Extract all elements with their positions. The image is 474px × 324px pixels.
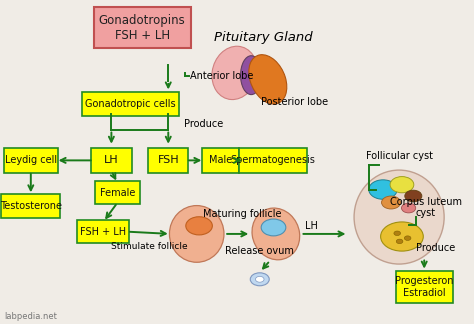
Text: FSH + LH: FSH + LH [80, 227, 127, 237]
FancyBboxPatch shape [396, 271, 453, 303]
Circle shape [390, 177, 414, 193]
FancyBboxPatch shape [238, 148, 307, 172]
Text: Produce: Produce [416, 243, 456, 253]
Text: LH: LH [305, 221, 319, 231]
FancyBboxPatch shape [202, 148, 239, 172]
Circle shape [404, 236, 411, 240]
Text: LH: LH [104, 156, 118, 165]
Text: Posterior lobe: Posterior lobe [261, 97, 328, 107]
Text: labpedia.net: labpedia.net [5, 312, 58, 321]
Text: Spermatogenesis: Spermatogenesis [230, 156, 316, 165]
Circle shape [255, 276, 264, 282]
Ellipse shape [212, 46, 257, 99]
Circle shape [250, 273, 269, 286]
Ellipse shape [354, 170, 444, 264]
Text: Progesteron
Estradiol: Progesteron Estradiol [395, 276, 454, 297]
FancyBboxPatch shape [1, 194, 61, 218]
Text: Gonadotropins
FSH + LH: Gonadotropins FSH + LH [99, 14, 186, 41]
Circle shape [369, 180, 397, 199]
FancyBboxPatch shape [93, 7, 191, 48]
Text: Produce: Produce [184, 119, 223, 129]
Ellipse shape [252, 208, 300, 260]
Text: Maturing follicle: Maturing follicle [203, 210, 282, 219]
Text: Anterior lobe: Anterior lobe [190, 71, 253, 81]
Text: Leydig cell: Leydig cell [5, 156, 57, 165]
Text: Female: Female [100, 188, 135, 198]
Text: Release ovum: Release ovum [225, 246, 294, 256]
FancyBboxPatch shape [77, 220, 129, 243]
Text: Stimulate follicle: Stimulate follicle [111, 242, 188, 251]
Text: Male: Male [209, 156, 232, 165]
Text: Gonadotropic cells: Gonadotropic cells [85, 99, 176, 109]
Circle shape [186, 217, 212, 235]
Circle shape [401, 203, 416, 213]
Ellipse shape [249, 55, 287, 104]
Text: Follicular cyst: Follicular cyst [365, 151, 433, 160]
FancyBboxPatch shape [82, 92, 179, 116]
FancyBboxPatch shape [95, 181, 140, 204]
Text: Pituitary Gland: Pituitary Gland [214, 31, 312, 44]
FancyBboxPatch shape [91, 148, 131, 172]
Circle shape [261, 219, 286, 236]
Circle shape [394, 231, 401, 236]
Circle shape [405, 190, 422, 202]
Text: Corpus luteum
cyst: Corpus luteum cyst [390, 197, 462, 218]
Circle shape [382, 196, 401, 209]
Text: Testosterone: Testosterone [0, 201, 62, 211]
FancyBboxPatch shape [148, 148, 188, 172]
Ellipse shape [240, 56, 262, 95]
FancyBboxPatch shape [4, 148, 58, 172]
Ellipse shape [169, 206, 224, 262]
Text: FSH: FSH [157, 156, 179, 165]
Circle shape [396, 239, 403, 244]
Circle shape [381, 222, 423, 251]
